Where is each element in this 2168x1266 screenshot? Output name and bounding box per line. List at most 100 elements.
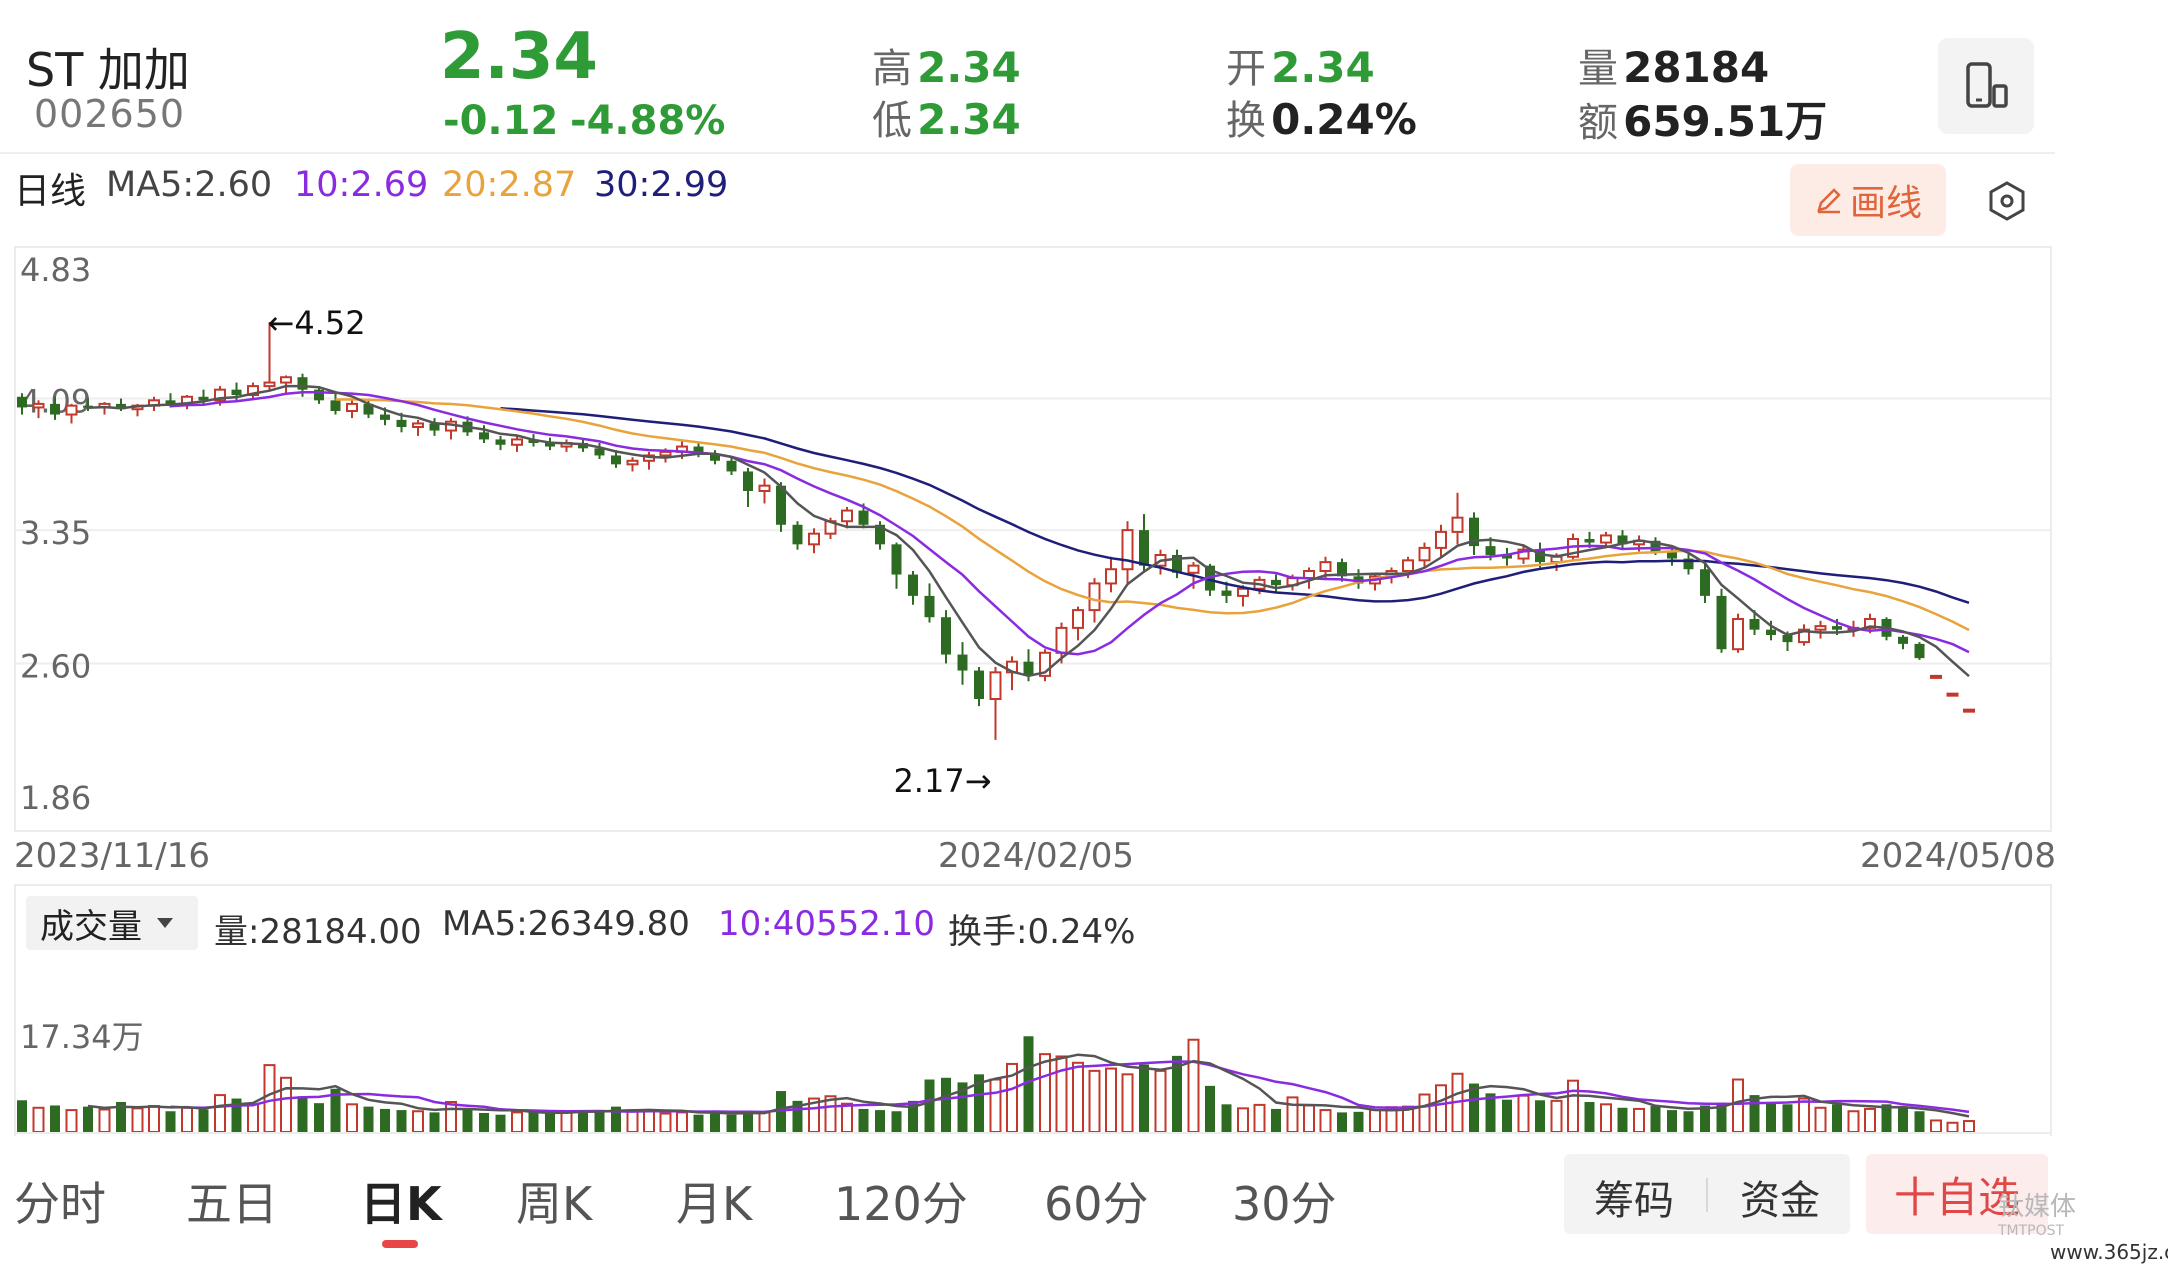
tab-monthly-k[interactable]: 月K: [676, 1177, 753, 1231]
volume-bar: [1435, 1084, 1447, 1134]
volume-bar: [974, 1074, 984, 1132]
candle: [545, 437, 555, 451]
candle: [989, 667, 1002, 740]
price-change: -0.12: [443, 98, 559, 144]
candle: [1121, 521, 1134, 584]
candle-body: [1584, 539, 1595, 543]
volume-bar: [545, 1113, 555, 1132]
tab-120min[interactable]: 120分: [834, 1177, 968, 1231]
tab-weekly-k[interactable]: 周K: [516, 1177, 593, 1231]
candle-body: [50, 403, 60, 415]
candle-body: [1914, 643, 1925, 659]
candle-body: [1517, 548, 1530, 560]
candle: [17, 393, 27, 415]
candle-body: [626, 459, 639, 466]
candle: [1517, 544, 1530, 564]
candle-body: [611, 455, 621, 465]
candle-body: [1485, 546, 1496, 555]
volume-bar: [1517, 1094, 1530, 1134]
x-tick-start: 2023/11/16: [14, 836, 210, 876]
candle: [1617, 530, 1628, 550]
volume-bar: [1187, 1038, 1200, 1133]
volume-bar: [1055, 1055, 1068, 1134]
candle: [1139, 514, 1149, 571]
candle-body: [875, 524, 885, 545]
high-annotation: ←4.52: [268, 304, 366, 342]
ma20-legend: 20:2.87: [442, 165, 577, 205]
candle: [330, 393, 341, 415]
candle: [974, 667, 984, 707]
tab-30min[interactable]: 30分: [1232, 1177, 1337, 1231]
open-label: 开: [1226, 46, 1266, 92]
candle-body: [710, 453, 720, 461]
y-tick-label: 4.83: [20, 251, 91, 289]
volume-bar: [511, 1111, 523, 1134]
chips-button[interactable]: 筹码: [1594, 1178, 1674, 1224]
add-watchlist-button[interactable]: 十自选: [1866, 1154, 2048, 1234]
volume-bar: [1881, 1104, 1892, 1132]
candle-body: [1221, 590, 1232, 596]
x-tick-mid: 2024/02/05: [938, 836, 1134, 876]
candle: [1237, 585, 1249, 607]
tab-60min[interactable]: 60分: [1044, 1177, 1149, 1231]
candle-body: [1946, 692, 1959, 697]
volume-bar: [263, 1064, 276, 1134]
stock-name: ST 加加: [26, 43, 190, 97]
volume-bar: [1319, 1109, 1332, 1133]
volume-bar: [1353, 1111, 1364, 1132]
candle-body: [974, 670, 984, 699]
candle: [908, 571, 918, 605]
draw-line-button[interactable]: 画线: [1790, 164, 1946, 236]
candle: [247, 382, 259, 401]
volume-bar: [957, 1082, 968, 1132]
y-tick-label: 3.35: [20, 514, 91, 552]
volume-bar: [1732, 1078, 1744, 1133]
volume-bar: [1782, 1104, 1793, 1132]
candle-body: [1535, 549, 1545, 563]
candle-body: [1798, 628, 1810, 644]
turnover-value: 0.24%: [1271, 95, 1417, 144]
volume-bar: [1139, 1064, 1149, 1132]
tab-intraday[interactable]: 分时: [14, 1177, 106, 1231]
header-divider: [0, 152, 2055, 154]
candle-body: [412, 422, 424, 429]
watermark-url: www.365jz.com: [2050, 1240, 2168, 1264]
volume-bar: [758, 1111, 771, 1134]
volume-bar: [17, 1100, 27, 1132]
tab-daily-k[interactable]: 日K: [360, 1177, 442, 1231]
kline-chart-frame[interactable]: [14, 246, 2052, 832]
candle: [412, 419, 424, 436]
candle-body: [1271, 579, 1281, 586]
candle-body: [1864, 618, 1876, 629]
candle: [1732, 613, 1744, 653]
chart-settings-button[interactable]: [1986, 180, 2028, 222]
candle-body: [380, 414, 390, 420]
ma30-legend: 30:2.99: [594, 165, 729, 205]
volume-bar: [1337, 1112, 1347, 1132]
volume-bar: [32, 1106, 45, 1134]
candle-body: [891, 544, 902, 575]
candle: [1963, 708, 1975, 713]
candle-body: [231, 389, 242, 395]
tab-five-day[interactable]: 五日: [186, 1177, 278, 1231]
candle: [65, 403, 78, 424]
candle-body: [1121, 529, 1134, 571]
quote-volume: 量 28184: [1578, 36, 1769, 94]
candle: [1039, 649, 1051, 682]
indicator-selector[interactable]: 成交量: [26, 896, 198, 950]
turnover-label: 换: [1226, 98, 1266, 144]
funds-button[interactable]: 资金: [1740, 1178, 1820, 1224]
volume-bar: [1023, 1036, 1034, 1132]
candle: [1700, 563, 1710, 603]
candle: [314, 386, 324, 404]
landscape-toggle-button[interactable]: [1938, 38, 2034, 134]
candle: [743, 467, 753, 507]
candle-body: [330, 400, 341, 411]
candle: [1766, 620, 1776, 641]
volume-bar: [1485, 1093, 1496, 1132]
candle: [346, 400, 358, 419]
quote-open: 开 2.34: [1226, 36, 1375, 94]
low-value: 2.34: [917, 95, 1021, 144]
volume-bar: [528, 1110, 539, 1132]
